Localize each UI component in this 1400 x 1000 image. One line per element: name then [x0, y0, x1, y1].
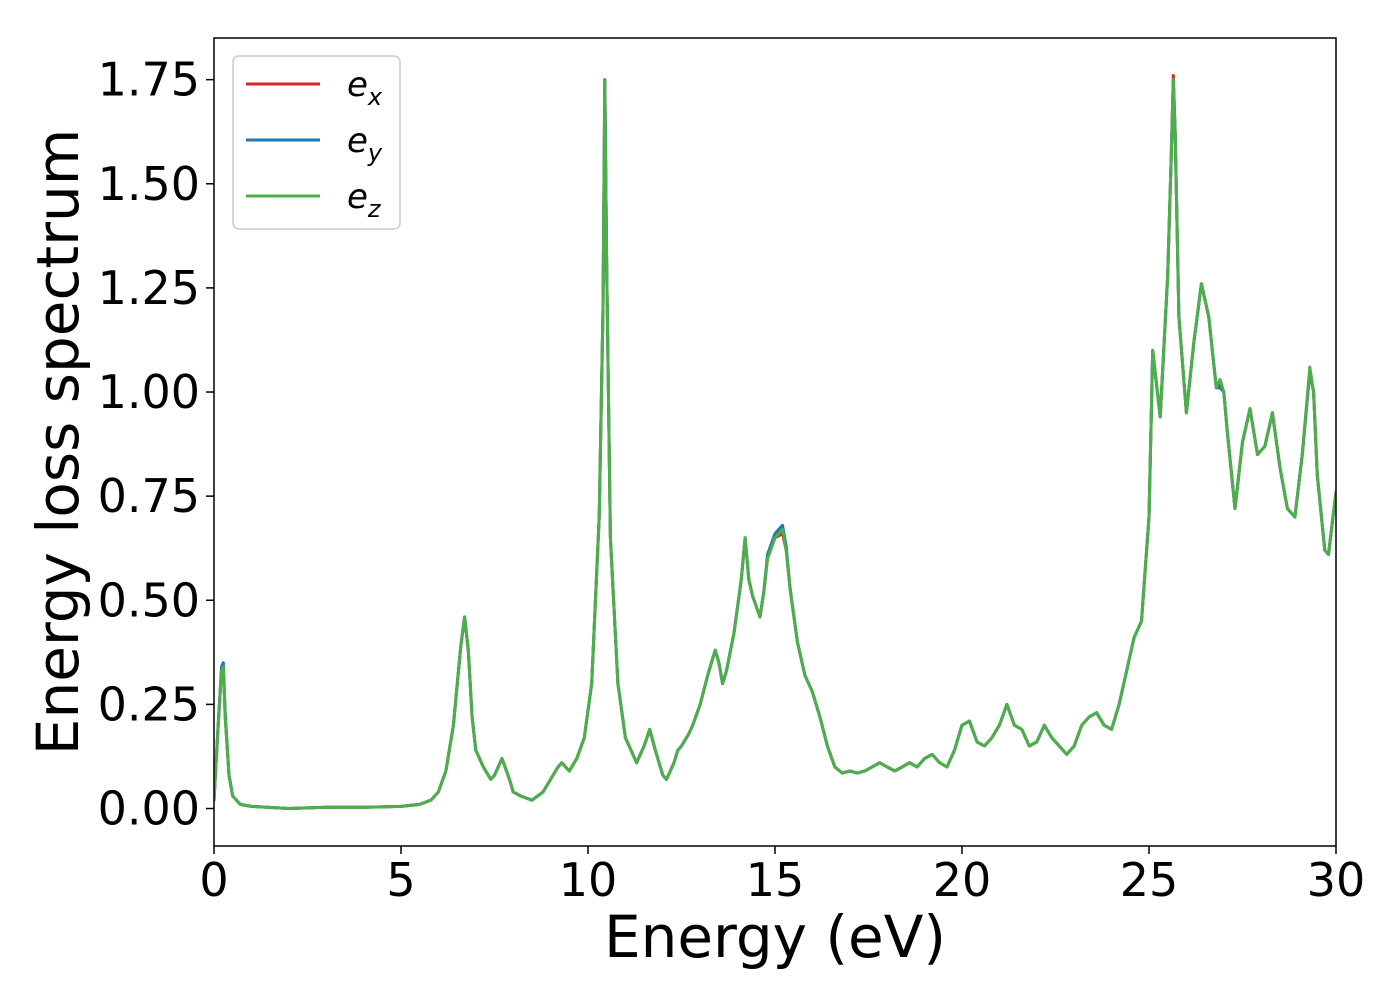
- legend: ex ey ez: [232, 55, 401, 230]
- series-line-e-z: [214, 78, 1336, 810]
- plot-background: [214, 38, 1336, 846]
- y-axis-ticks: 0.00 0.25 0.50 0.75 1.00 1.25 1.50 1.75: [98, 53, 214, 836]
- y-tick-label: 1.50: [98, 157, 200, 211]
- legend-box: [232, 55, 401, 230]
- y-tick-label: 0.50: [98, 573, 200, 627]
- legend-label: ex: [347, 65, 383, 111]
- x-tick-label: 20: [933, 853, 992, 907]
- y-axis-label: Energy loss spectrum: [24, 129, 92, 755]
- x-axis-label: Energy (eV): [604, 903, 946, 971]
- series-layer: [214, 74, 1336, 810]
- x-tick-label: 30: [1307, 853, 1366, 907]
- legend-label: ez: [347, 177, 382, 223]
- y-tick-label: 0.25: [98, 677, 200, 731]
- y-tick-label: 0.00: [98, 782, 200, 836]
- y-tick-label: 1.75: [98, 53, 200, 107]
- y-tick-label: 0.75: [98, 469, 200, 523]
- x-axis-ticks: 0 5 10 15 20 25 30: [199, 846, 1365, 907]
- x-tick-label: 25: [1120, 853, 1179, 907]
- legend-label: ey: [347, 121, 383, 167]
- x-tick-label: 10: [559, 853, 618, 907]
- y-tick-label: 1.25: [98, 261, 200, 315]
- y-tick-label: 1.00: [98, 365, 200, 419]
- x-tick-label: 5: [386, 853, 415, 907]
- x-tick-label: 15: [746, 853, 805, 907]
- x-tick-label: 0: [199, 853, 228, 907]
- plot-area: [214, 38, 1336, 846]
